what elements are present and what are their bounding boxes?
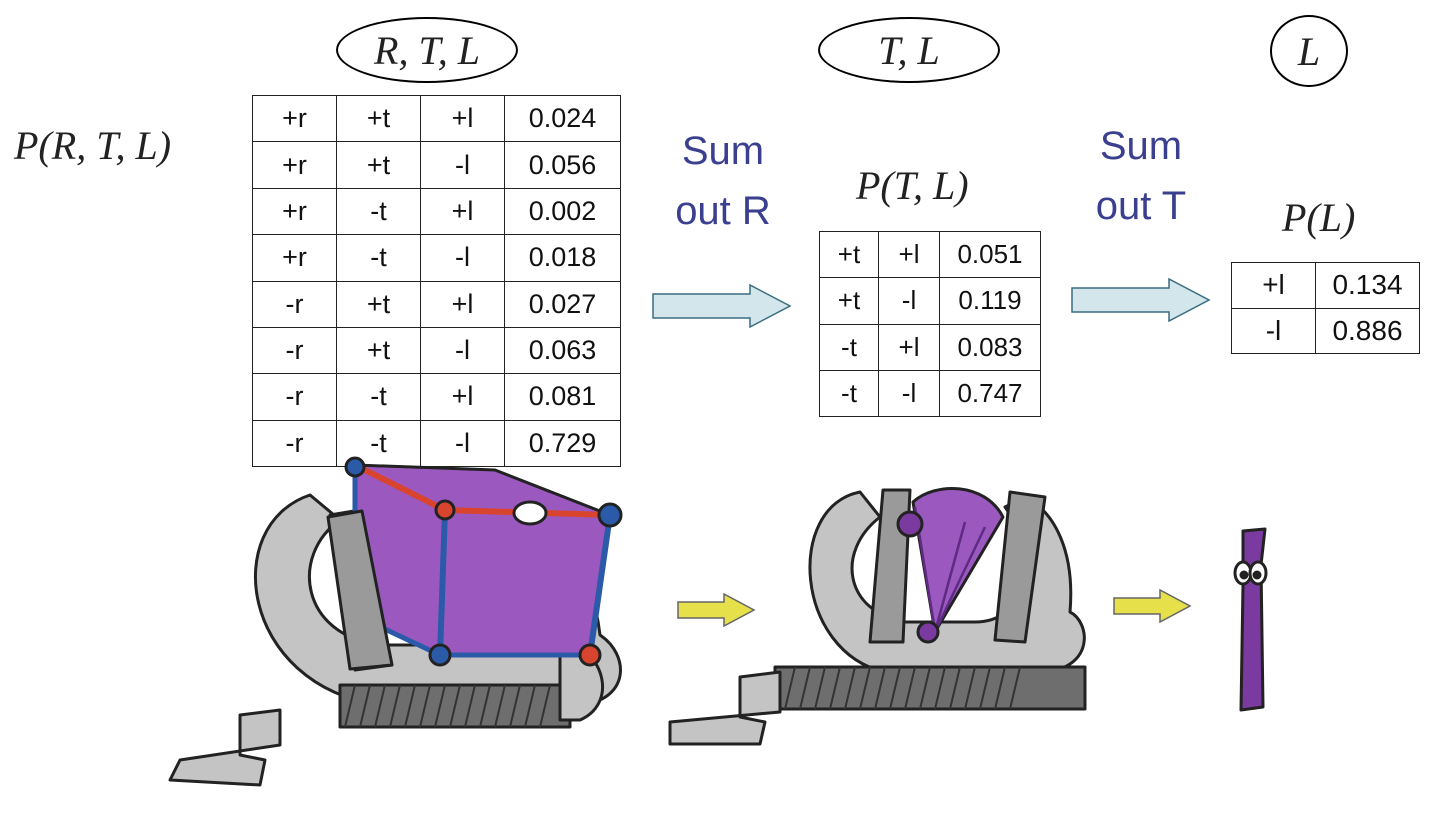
assignment-cell: +t	[819, 230, 879, 279]
assignment-cell: -t	[336, 373, 421, 421]
operation-sum-out-r-line1: Sum	[681, 129, 765, 173]
table-title-prtl: P(R, T, L)	[14, 123, 172, 168]
variables-rtl-label: R, T, L	[374, 27, 480, 73]
stick-factor-illustration	[1233, 527, 1268, 712]
assignment-cell: -t	[819, 369, 879, 418]
table-row: -r +t +l 0.027	[252, 280, 621, 328]
assignment-cell: -r	[252, 280, 337, 328]
table-row: +l 0.134	[1231, 262, 1420, 309]
probability-cell: 0.024	[504, 94, 621, 143]
assignment-cell: -t	[336, 234, 421, 282]
operation-sum-out-t-line2: out T	[1095, 184, 1187, 228]
table-row: -r -t -l 0.729	[252, 419, 621, 468]
probability-cell: 0.081	[504, 373, 621, 421]
variables-oval-rtl: R, T, L	[336, 17, 518, 83]
assignment-cell: +l	[420, 373, 505, 421]
operation-sum-out-t-line1: Sum	[1099, 124, 1183, 168]
assignment-cell: +l	[878, 230, 940, 279]
assignment-cell: +l	[878, 323, 940, 371]
assignment-cell: -l	[1231, 307, 1316, 354]
probability-cell: 0.018	[504, 234, 621, 282]
variables-oval-l: L	[1270, 15, 1348, 87]
assignment-cell: -r	[252, 326, 337, 375]
table-row: -r +t -l 0.063	[252, 326, 621, 375]
table-row: +r +t -l 0.056	[252, 141, 621, 189]
assignment-cell: +r	[252, 94, 337, 143]
operation-sum-out-t: Sum out T	[1082, 116, 1200, 236]
arrow-sum-out-t	[1071, 277, 1211, 323]
assignment-cell: +l	[420, 187, 505, 236]
probability-cell: 0.002	[504, 187, 621, 236]
table-row: +t +l 0.051	[819, 230, 1041, 279]
operation-sum-out-r: Sum out R	[664, 121, 782, 241]
assignment-cell: -l	[878, 277, 940, 325]
table-title-ptl: P(T, L)	[856, 163, 969, 208]
cartoon-arrow-1	[677, 592, 756, 628]
probability-cell: 0.056	[504, 141, 621, 189]
assignment-cell: +t	[336, 141, 421, 189]
table-row: -r -t +l 0.081	[252, 373, 621, 421]
table-ptl: +t +l 0.051 +t -l 0.119 -t +l 0.083 -t -l 0.747	[819, 230, 1041, 418]
assignment-cell: -l	[420, 234, 505, 282]
table-row: -t +l 0.083	[819, 323, 1041, 371]
table-row: +t -l 0.119	[819, 277, 1041, 325]
assignment-cell: -t	[819, 323, 879, 371]
clamp-squished-illustration	[668, 487, 1087, 746]
probability-cell: 0.886	[1315, 307, 1420, 354]
probability-cell: 0.119	[939, 277, 1041, 325]
assignment-cell: +t	[336, 326, 421, 375]
assignment-cell: -r	[252, 419, 337, 468]
variables-tl-label: T, L	[878, 27, 940, 73]
table-title-pl: P(L)	[1282, 195, 1356, 240]
table-prtl: +r +t +l 0.024 +r +t -l 0.056 +r -t +l 0.002 +r -t -l 0…	[252, 94, 621, 468]
assignment-cell: -l	[420, 141, 505, 189]
table-row: +r -t +l 0.002	[252, 187, 621, 236]
probability-cell: 0.063	[504, 326, 621, 375]
assignment-cell: -t	[336, 187, 421, 236]
probability-cell: 0.051	[939, 230, 1041, 279]
cartoon-arrow-2	[1113, 588, 1192, 624]
assignment-cell: +r	[252, 187, 337, 236]
assignment-cell: +t	[336, 280, 421, 328]
assignment-cell: +t	[336, 94, 421, 143]
assignment-cell: +t	[819, 277, 879, 325]
clamp-cube-illustration	[168, 456, 623, 787]
assignment-cell: +r	[252, 141, 337, 189]
assignment-cell: +r	[252, 234, 337, 282]
operation-sum-out-r-line2: out R	[675, 189, 771, 233]
assignment-cell: +l	[420, 94, 505, 143]
variables-oval-tl: T, L	[818, 17, 1000, 83]
variables-l-label: L	[1297, 28, 1321, 74]
assignment-cell: +l	[420, 280, 505, 328]
probability-cell: 0.083	[939, 323, 1041, 371]
assignment-cell: -l	[878, 369, 940, 418]
table-row: +r -t -l 0.018	[252, 234, 621, 282]
assignment-cell: -r	[252, 373, 337, 421]
probability-cell: 0.747	[939, 369, 1041, 418]
table-pl: +l 0.134 -l 0.886	[1231, 262, 1420, 354]
probability-cell: 0.027	[504, 280, 621, 328]
probability-cell: 0.729	[504, 419, 621, 468]
probability-cell: 0.134	[1315, 262, 1420, 309]
assignment-cell: -l	[420, 326, 505, 375]
arrow-sum-out-r	[652, 283, 792, 329]
table-row: -l 0.886	[1231, 307, 1420, 354]
assignment-cell: -t	[336, 419, 421, 468]
table-row: -t -l 0.747	[819, 369, 1041, 418]
assignment-cell: +l	[1231, 262, 1316, 309]
table-row: +r +t +l 0.024	[252, 94, 621, 143]
